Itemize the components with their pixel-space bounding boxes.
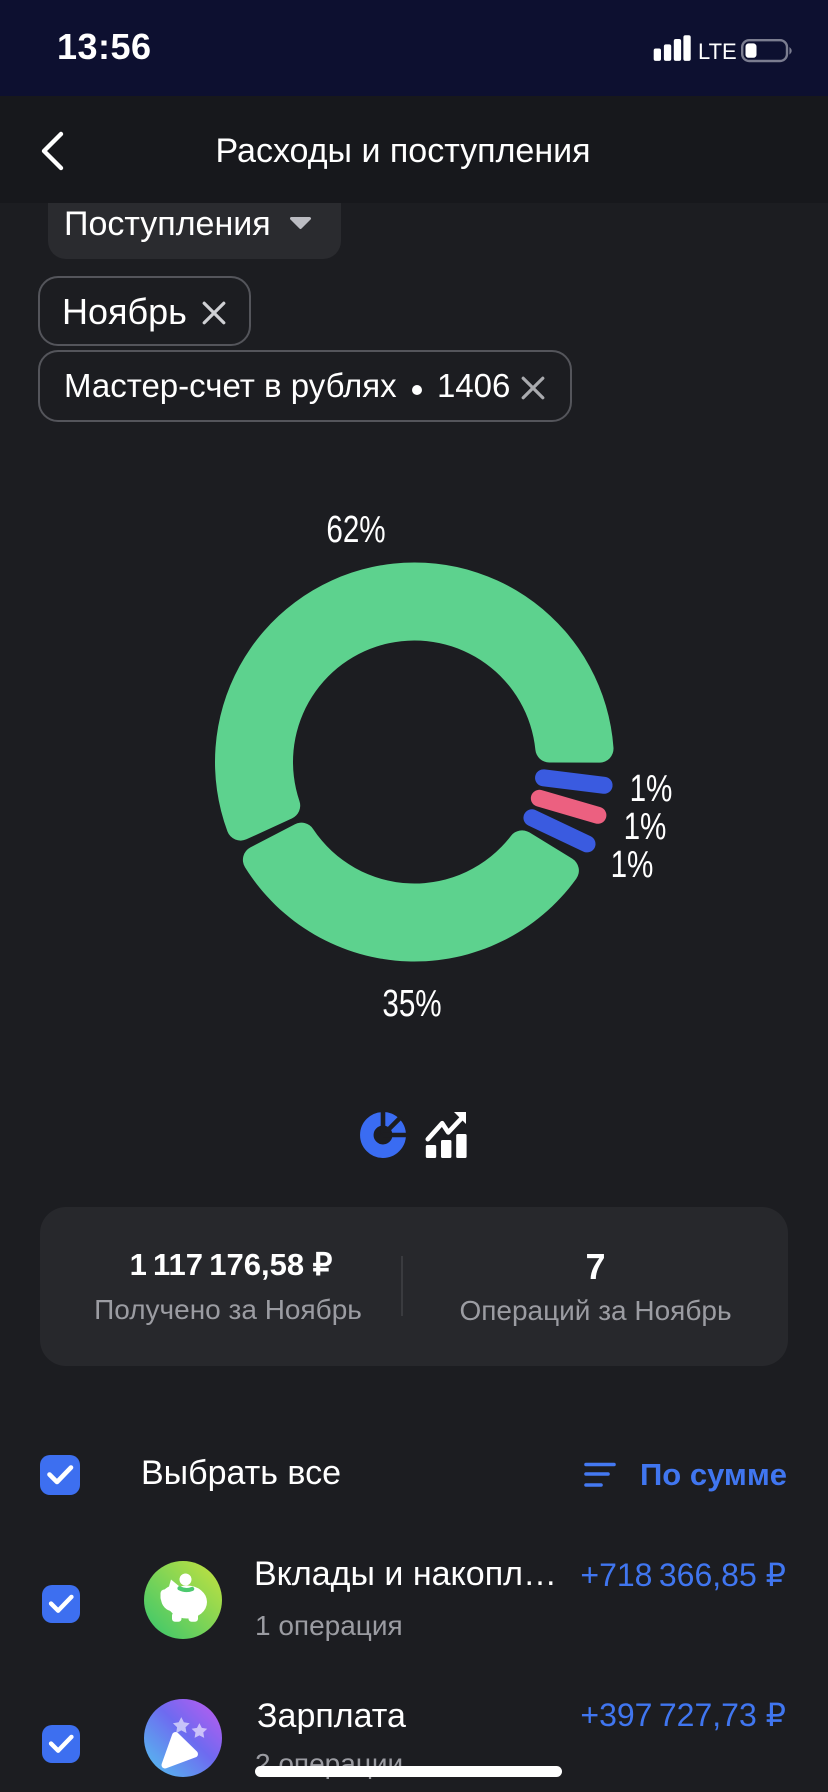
- svg-text:LTE: LTE: [698, 39, 737, 63]
